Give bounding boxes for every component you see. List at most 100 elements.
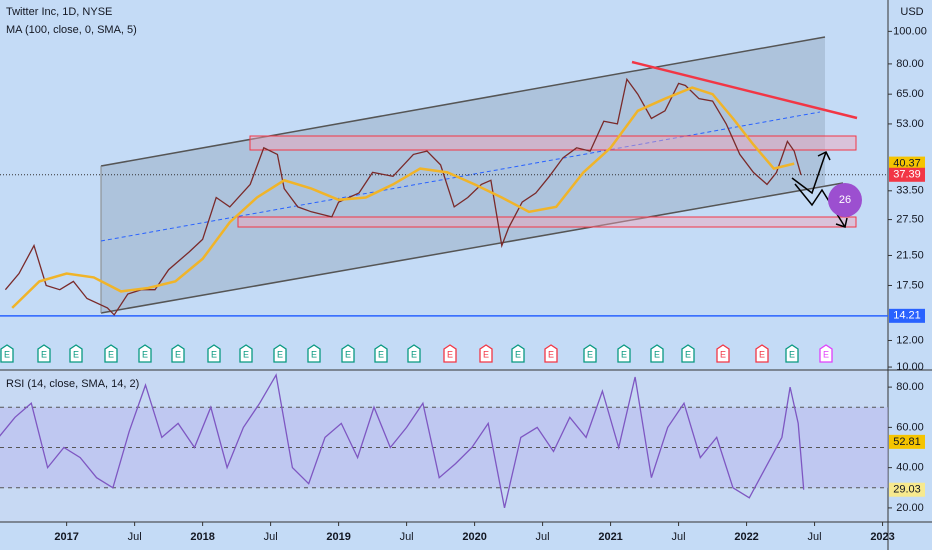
earnings-icon — [37, 344, 51, 363]
arrow — [791, 151, 827, 195]
y-tick-label: 80.00 — [896, 381, 924, 393]
series-line — [0, 373, 805, 509]
earnings-icon — [544, 344, 558, 363]
y-tick-label: 53.00 — [896, 118, 924, 130]
x-tick-label: Jul — [400, 531, 414, 543]
ma-legend: MA (100, close, 0, SMA, 5) — [6, 24, 137, 36]
earnings-label: E — [515, 349, 521, 359]
earnings-icon — [511, 344, 525, 363]
earnings-icon — [407, 344, 421, 363]
trend-line — [631, 60, 858, 120]
earnings-icon — [307, 344, 321, 363]
earnings-label: E — [378, 349, 384, 359]
earnings-label: E — [621, 349, 627, 359]
arrow-head — [835, 217, 848, 228]
rsi-legend: RSI (14, close, SMA, 14, 2) — [6, 378, 139, 390]
earnings-icon — [207, 344, 221, 363]
y-tick-label: 100.00 — [893, 25, 927, 37]
earnings-label: E — [175, 349, 181, 359]
earnings-label: E — [41, 349, 47, 359]
earnings-icon — [374, 344, 388, 363]
earnings-label: E — [411, 349, 417, 359]
y-tick-label: 20.00 — [896, 502, 924, 514]
earnings-label: E — [587, 349, 593, 359]
earnings-icon — [0, 344, 14, 363]
earnings-label: E — [759, 349, 765, 359]
earnings-label: E — [720, 349, 726, 359]
x-tick-label: Jul — [672, 531, 686, 543]
earnings-icon — [819, 344, 833, 363]
earnings-icon — [341, 344, 355, 363]
x-tick-label: Jul — [808, 531, 822, 543]
price-badge — [889, 156, 925, 171]
earnings-label: E — [789, 349, 795, 359]
channel-upper — [100, 36, 826, 167]
earnings-icon — [583, 344, 597, 363]
price-badge — [889, 434, 925, 449]
y-tick-label: 80.00 — [896, 58, 924, 70]
x-tick-label: 2021 — [598, 531, 622, 543]
y-tick-label: 10.00 — [896, 361, 924, 373]
earnings-label: E — [447, 349, 453, 359]
price-badge — [889, 308, 925, 323]
y-tick-label: 21.50 — [896, 249, 924, 261]
earnings-label: E — [108, 349, 114, 359]
earnings-label: E — [483, 349, 489, 359]
earnings-label: E — [73, 349, 79, 359]
earnings-icon — [479, 344, 493, 363]
earnings-icon — [443, 344, 457, 363]
earnings-label: E — [345, 349, 351, 359]
earnings-label: E — [277, 349, 283, 359]
price-badge-label: 40.37 — [893, 158, 921, 170]
earnings-icon — [69, 344, 83, 363]
zone — [237, 216, 857, 228]
annotation: 26 — [839, 194, 851, 206]
channel-mid — [100, 111, 821, 242]
earnings-label: E — [654, 349, 660, 359]
currency: USD — [900, 6, 923, 18]
x-tick-label: Jul — [264, 531, 278, 543]
price-badge-label: 14.21 — [893, 310, 921, 322]
x-tick-label: 2023 — [870, 531, 894, 543]
earnings-icon — [104, 344, 118, 363]
earnings-label: E — [311, 349, 317, 359]
x-tick-label: Jul — [128, 531, 142, 543]
earnings-label: E — [211, 349, 217, 359]
earnings-label: E — [4, 349, 10, 359]
series-line — [11, 86, 795, 309]
earnings-label: E — [243, 349, 249, 359]
earnings-icon — [681, 344, 695, 363]
earnings-icon — [716, 344, 730, 363]
y-tick-label: 65.00 — [896, 88, 924, 100]
symbol-title: Twitter Inc, 1D, NYSE — [6, 6, 112, 18]
y-tick-label: 60.00 — [896, 421, 924, 433]
y-tick-label: 27.50 — [896, 213, 924, 225]
zone — [249, 135, 857, 151]
annotation-badge — [828, 183, 862, 217]
x-tick-label: Jul — [536, 531, 550, 543]
x-tick-label: 2022 — [734, 531, 758, 543]
y-tick-label: 33.50 — [896, 185, 924, 197]
x-tick-label: 2019 — [326, 531, 350, 543]
earnings-icon — [755, 344, 769, 363]
earnings-label: E — [142, 349, 148, 359]
y-tick-label: 12.00 — [896, 334, 924, 346]
earnings-icon — [138, 344, 152, 363]
y-tick-label: 40.00 — [896, 462, 924, 474]
earnings-icon — [650, 344, 664, 363]
price-badge-label: 52.81 — [893, 436, 921, 448]
y-tick-label: 17.50 — [896, 279, 924, 291]
arrow-head — [817, 150, 831, 161]
price-badge-label: 37.39 — [893, 169, 921, 181]
earnings-icon — [239, 344, 253, 363]
earnings-icon — [617, 344, 631, 363]
earnings-icon — [273, 344, 287, 363]
earnings-label: E — [685, 349, 691, 359]
channel-lower — [100, 182, 844, 314]
x-tick-label: 2018 — [190, 531, 214, 543]
price-badge — [889, 167, 925, 182]
x-tick-label: 2020 — [462, 531, 486, 543]
x-tick-label: 2017 — [54, 531, 78, 543]
earnings-icon — [171, 344, 185, 363]
